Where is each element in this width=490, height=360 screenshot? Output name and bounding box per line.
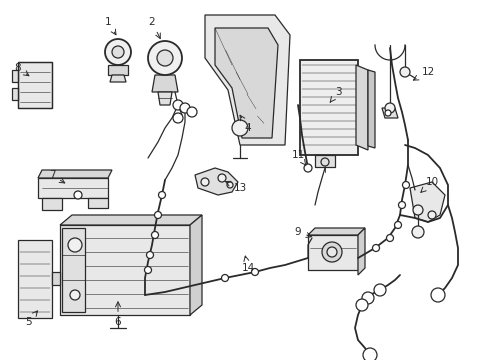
Polygon shape (215, 28, 278, 138)
Circle shape (68, 238, 82, 252)
Circle shape (180, 103, 190, 113)
Polygon shape (195, 168, 238, 195)
Polygon shape (52, 272, 60, 285)
Text: 8: 8 (15, 63, 29, 76)
Polygon shape (38, 170, 112, 178)
Circle shape (173, 100, 183, 110)
Circle shape (327, 247, 337, 257)
Circle shape (385, 103, 395, 113)
Circle shape (431, 288, 445, 302)
Text: 1: 1 (105, 17, 116, 35)
Circle shape (251, 269, 259, 275)
Circle shape (154, 211, 162, 219)
Text: 11: 11 (292, 150, 306, 165)
Circle shape (394, 221, 401, 229)
Circle shape (151, 231, 158, 238)
Polygon shape (12, 70, 18, 82)
Circle shape (70, 290, 80, 300)
Circle shape (145, 266, 151, 274)
Polygon shape (18, 62, 52, 108)
Circle shape (148, 41, 182, 75)
Circle shape (218, 174, 226, 182)
Text: 7: 7 (49, 170, 65, 183)
Polygon shape (382, 108, 398, 118)
Polygon shape (18, 240, 52, 318)
Polygon shape (152, 75, 178, 92)
Polygon shape (110, 75, 126, 82)
Circle shape (147, 252, 153, 258)
Polygon shape (12, 88, 18, 100)
Polygon shape (190, 215, 202, 315)
Circle shape (322, 242, 342, 262)
Text: 5: 5 (24, 311, 37, 327)
Circle shape (400, 67, 410, 77)
Circle shape (105, 39, 131, 65)
Polygon shape (308, 235, 358, 270)
Polygon shape (368, 70, 375, 148)
Polygon shape (62, 228, 85, 312)
Circle shape (413, 205, 423, 215)
Polygon shape (60, 215, 202, 225)
Text: 4: 4 (240, 115, 251, 133)
Circle shape (385, 110, 391, 116)
Polygon shape (205, 15, 290, 145)
Polygon shape (356, 65, 368, 150)
Circle shape (387, 234, 393, 242)
Text: 10: 10 (421, 177, 439, 192)
Text: 2: 2 (148, 17, 160, 39)
Circle shape (362, 292, 374, 304)
Circle shape (412, 226, 424, 238)
Circle shape (374, 284, 386, 296)
Text: 12: 12 (414, 67, 435, 80)
Text: 3: 3 (330, 87, 342, 102)
Circle shape (74, 191, 82, 199)
Text: 6: 6 (115, 302, 122, 327)
Circle shape (356, 299, 368, 311)
Circle shape (428, 211, 436, 219)
Circle shape (398, 202, 406, 208)
Text: 9: 9 (294, 227, 311, 237)
Circle shape (201, 178, 209, 186)
Polygon shape (42, 198, 62, 210)
Circle shape (321, 158, 329, 166)
Polygon shape (158, 92, 172, 105)
Bar (300, 60, 358, 155)
Circle shape (232, 120, 248, 136)
Circle shape (187, 107, 197, 117)
Circle shape (304, 164, 312, 172)
Circle shape (363, 348, 377, 360)
Circle shape (157, 50, 173, 66)
Polygon shape (108, 65, 128, 75)
Circle shape (402, 181, 410, 189)
Circle shape (112, 46, 124, 58)
Polygon shape (308, 228, 365, 235)
Text: 13: 13 (225, 181, 246, 193)
Polygon shape (38, 178, 108, 198)
Circle shape (221, 274, 228, 282)
Text: 14: 14 (242, 256, 255, 273)
Polygon shape (88, 198, 108, 208)
Bar (315, 155, 335, 167)
Circle shape (227, 182, 233, 188)
Polygon shape (410, 182, 445, 222)
Circle shape (372, 244, 379, 252)
Polygon shape (60, 225, 190, 315)
Circle shape (158, 192, 166, 198)
Polygon shape (358, 228, 365, 275)
Circle shape (173, 113, 183, 123)
